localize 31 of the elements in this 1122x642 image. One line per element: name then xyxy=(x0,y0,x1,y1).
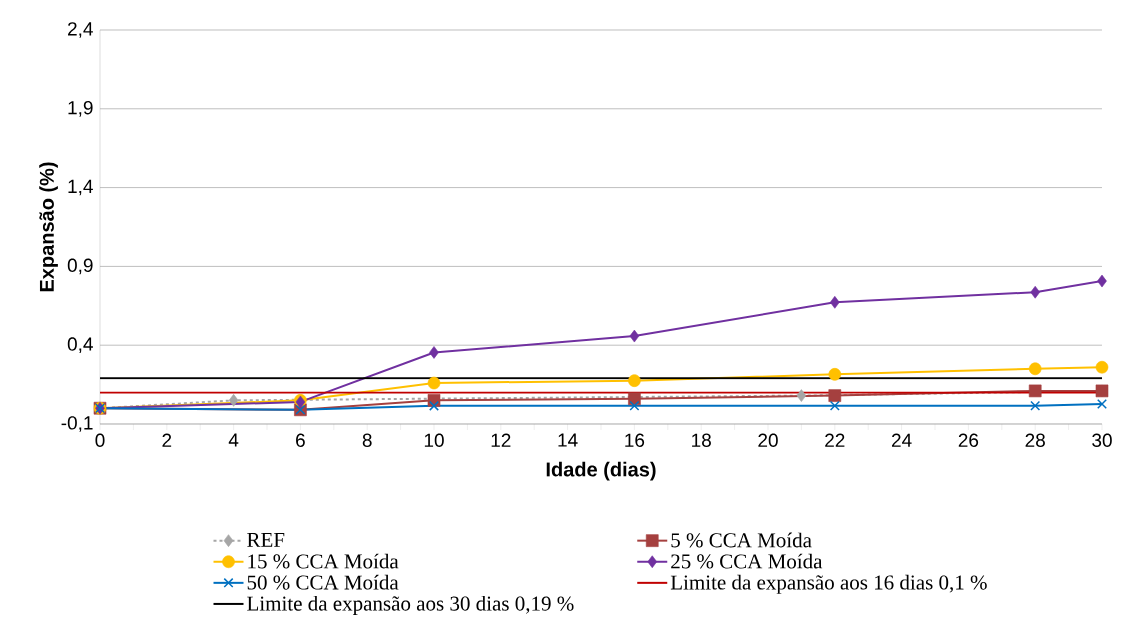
x-tick-label: 8 xyxy=(362,433,372,447)
x-tick-label: 0 xyxy=(95,433,105,447)
legend-label: Limite da expansão aos 16 dias 0,1 % xyxy=(670,574,987,594)
x-tick-label: 16 xyxy=(625,433,645,447)
legend-label: 15 % CCA Moída xyxy=(248,553,399,569)
y-tick-label: 1,9 xyxy=(68,100,93,117)
x-tick-label: 20 xyxy=(758,433,778,447)
x-tick-label: 12 xyxy=(491,433,511,447)
y-tick-label: 0,9 xyxy=(67,258,93,275)
legend-label: 50 % CCA Moída xyxy=(247,574,399,590)
x-tick-label: 18 xyxy=(692,433,711,447)
x-tick-label: 14 xyxy=(558,433,578,447)
y-tick-label: 0,4 xyxy=(67,337,93,354)
legend-label: REF xyxy=(247,533,285,547)
y-tick-label: -0,1 xyxy=(61,416,93,432)
y-tick-label: 1,4 xyxy=(68,179,93,196)
x-tick-label: 30 xyxy=(1092,433,1112,447)
legend-label: 5 % CCA Moída xyxy=(671,532,812,548)
legend-label: Limite da expansão aos 30 dias 0,19 % xyxy=(247,595,574,615)
x-tick-label: 4 xyxy=(228,433,239,447)
x-tick-label: 2 xyxy=(162,433,172,447)
x-tick-label: 10 xyxy=(424,433,444,447)
x-tick-label: 6 xyxy=(296,433,305,447)
x-tick-label: 22 xyxy=(825,433,845,447)
x-tick-label: 24 xyxy=(891,433,912,447)
x-axis-title: Idade (dias) xyxy=(546,461,656,481)
legend-label: 25 % CCA Moída xyxy=(671,553,823,569)
x-tick-label: 28 xyxy=(1025,433,1045,447)
x-tick-label: 26 xyxy=(958,433,979,447)
y-axis-title: Expansão (%) xyxy=(39,162,58,292)
y-tick-label: 2,4 xyxy=(68,22,93,38)
